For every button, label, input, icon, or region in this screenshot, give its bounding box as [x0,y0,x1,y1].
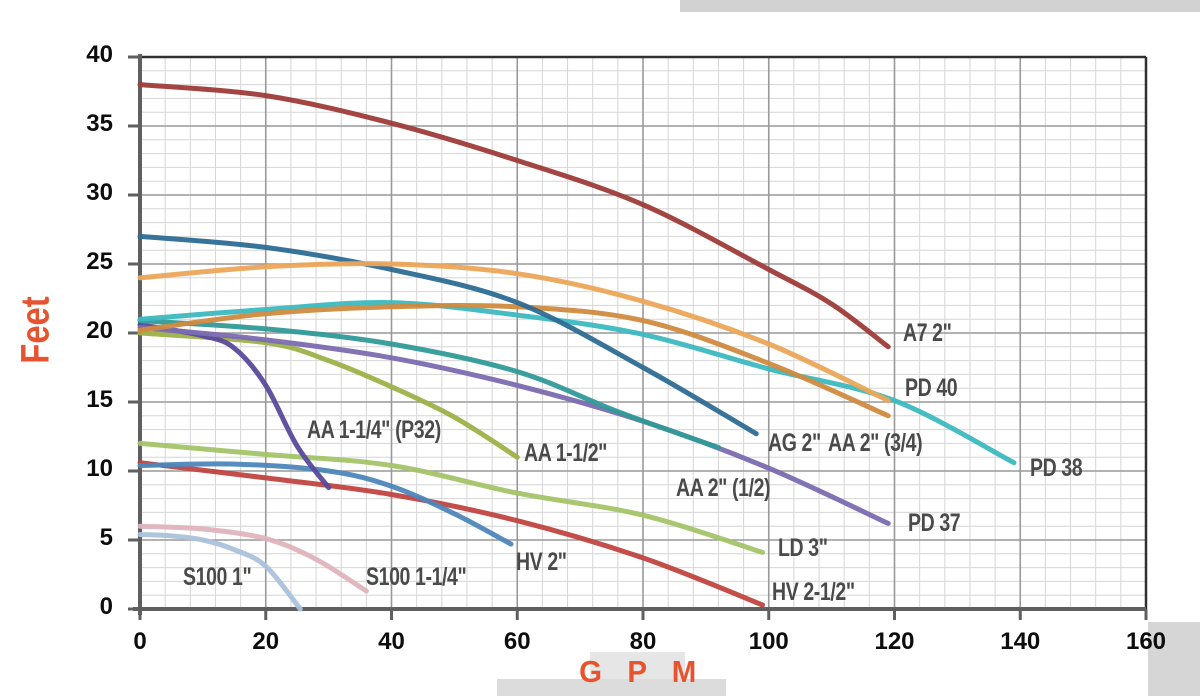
x-tick-label: 60 [503,628,531,655]
curve-aa-2-1-2 [137,318,721,450]
y-tick-label: 35 [86,110,113,137]
x-tick-label: 140 [1000,628,1041,655]
curve-label-hv-2: HV 2" [515,548,567,577]
x-tick-label: 100 [748,628,789,655]
x-tick-label: 120 [874,628,915,655]
curve-label-s100-1: S100 1" [182,563,252,592]
y-tick-label: 5 [99,524,113,551]
y-tick-label: 15 [86,386,113,413]
y-tick-label: 10 [86,455,113,482]
curve-label-pd-38: PD 38 [1030,454,1083,483]
curve-label-ag-2: AG 2" [768,429,821,458]
curve-a7-2 [137,82,891,350]
y-tick-label: 30 [86,179,113,206]
y-tick-label: 20 [86,317,113,344]
curve-label-hv-2-1-2: HV 2-1/2" [771,578,855,607]
curve-pd-37 [137,325,891,526]
curve-ld-3 [137,440,765,555]
x-tick-label: 0 [133,628,147,655]
curve-hv-2-1-2 [137,460,765,608]
x-axis-title: G P M [579,654,705,689]
y-tick-label: 25 [86,248,113,275]
curve-label-a7-2: A7 2" [903,319,952,347]
curve-label-pd-37: PD 37 [907,509,961,538]
scan-artifact-bottom-right [1148,622,1200,696]
curve-label-ld-3: LD 3" [777,534,828,563]
curve-label-s100-1-1-4: S100 1-1/4" [365,563,467,592]
scan-artifact-top-band [680,0,1200,12]
curve-label-aa-2-3-4: AA 2" (3/4) [827,429,923,458]
curve-label-pd-40: PD 40 [905,374,958,403]
x-tick-label: 160 [1125,628,1167,655]
curve-aa-2-3-4 [137,302,891,419]
curve-s100-1 [137,532,303,612]
curve-pd-40 [137,261,891,404]
x-tick-label: 20 [252,628,280,655]
y-axis-title: Feet [13,296,58,364]
curve-label-aa-1-1-2: AA 1-1/2" [524,439,608,468]
curve-s100-1-1-4 [137,523,369,594]
curve-label-aa-1-1-4-p32: AA 1-1/4" (P32) [307,415,442,444]
scan-artifact-bottom-strip [497,679,726,696]
y-tick-label: 0 [99,593,113,620]
curve-label-aa-2-1-2: AA 2" (1/2) [675,473,771,502]
curve-hv-2 [137,461,514,547]
curve-ag-2 [137,233,759,437]
curve-aa-1-1-2 [137,330,520,460]
x-tick-label: 80 [629,628,657,655]
y-tick-label: 40 [86,41,113,68]
x-tick-label: 40 [378,628,405,655]
